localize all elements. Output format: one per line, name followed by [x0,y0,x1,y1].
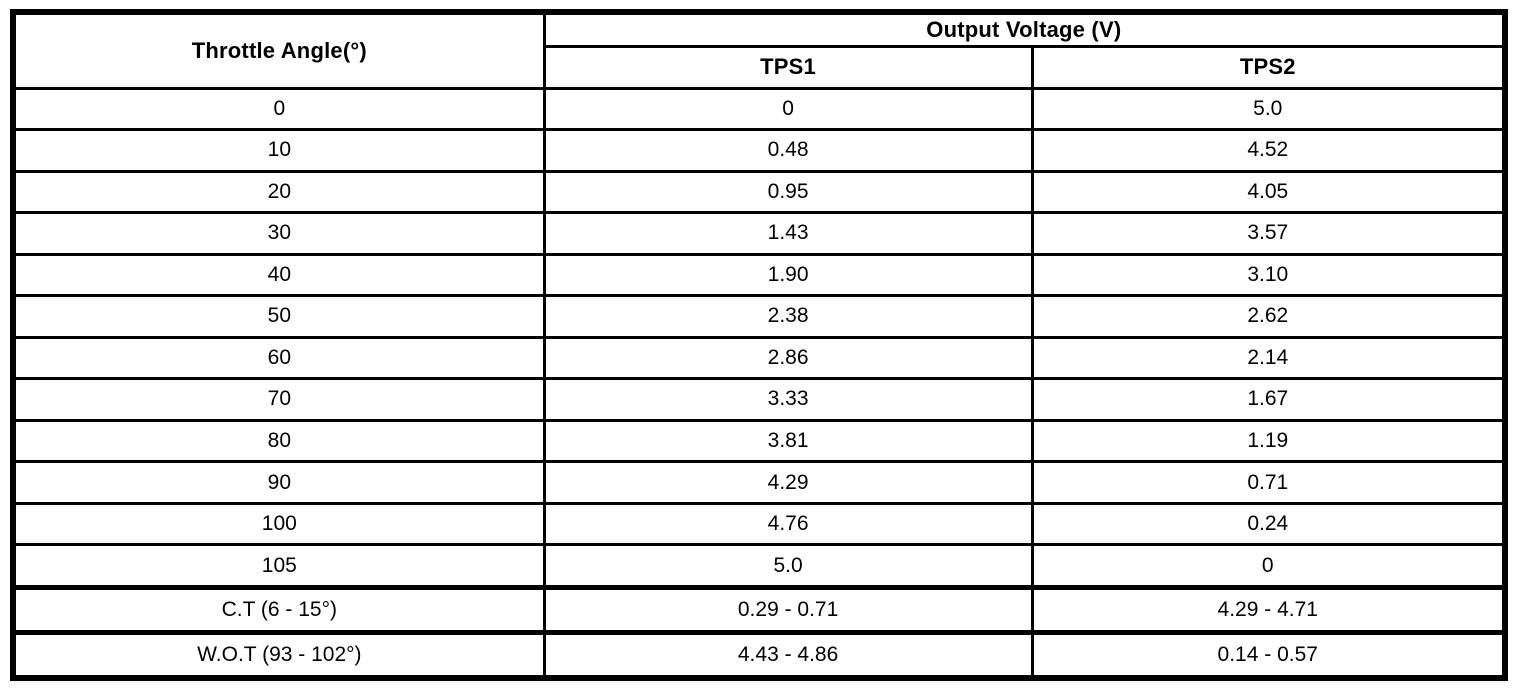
cell-throttle-angle: 70 [11,377,546,422]
cell-tps1-voltage: 0.29 - 0.71 [542,585,1034,635]
cell-throttle-angle: 0 [11,86,546,132]
cell-tps2-voltage: 5.0 [1030,86,1507,132]
table-row: 20 0.95 4.05 [11,169,1507,215]
cell-tps1-voltage: 4.29 [542,460,1034,505]
table-row: 105 5.0 0 [11,543,1507,590]
cell-tps1-voltage: 2.38 [542,294,1034,339]
cell-tps2-voltage: 3.57 [1030,211,1507,256]
cell-tps1-voltage: 4.43 - 4.86 [542,629,1034,680]
cell-throttle-angle: 30 [11,211,546,256]
cell-tps2-voltage: 4.52 [1030,128,1507,173]
cell-tps1-voltage: 4.76 [542,501,1034,547]
cell-throttle-angle: C.T (6 - 15°) [11,585,546,635]
cell-tps2-voltage: 2.62 [1030,294,1507,339]
cell-tps2-voltage: 3.10 [1030,252,1507,298]
table-row: 10 0.48 4.52 [11,128,1507,173]
cell-tps2-voltage: 2.14 [1030,335,1507,381]
table-row: C.T (6 - 15°) 0.29 - 0.71 4.29 - 4.71 [11,585,1507,635]
cell-tps1-voltage: 2.86 [542,335,1034,381]
cell-tps1-voltage: 1.90 [542,252,1034,298]
cell-tps2-voltage: 0.14 - 0.57 [1030,629,1507,680]
header-output-voltage: Output Voltage (V) [542,10,1507,48]
cell-tps1-voltage: 1.43 [542,211,1034,256]
tps-spec-table: Throttle Angle(°) Output Voltage (V) TPS… [10,9,1508,681]
cell-tps1-voltage: 0 [542,86,1034,132]
table-row: 30 1.43 3.57 [11,211,1507,256]
cell-throttle-angle: W.O.T (93 - 102°) [11,629,546,680]
cell-tps2-voltage: 4.05 [1030,169,1507,215]
table-row: 80 3.81 1.19 [11,418,1507,464]
cell-tps2-voltage: 4.29 - 4.71 [1030,585,1507,635]
cell-throttle-angle: 20 [11,169,546,215]
table-row: 70 3.33 1.67 [11,377,1507,422]
cell-tps1-voltage: 3.33 [542,377,1034,422]
cell-tps2-voltage: 0 [1030,543,1507,590]
header-tps1: TPS1 [542,44,1034,90]
cell-throttle-angle: 40 [11,252,546,298]
header-row-1: Throttle Angle(°) Output Voltage (V) [11,10,1507,90]
table-row: 40 1.90 3.10 [11,252,1507,298]
cell-tps1-voltage: 3.81 [542,418,1034,464]
cell-throttle-angle: 10 [11,128,546,173]
table-row: 60 2.86 2.14 [11,335,1507,381]
cell-throttle-angle: 90 [11,460,546,505]
header-throttle-angle: Throttle Angle(°) [11,10,546,90]
cell-throttle-angle: 60 [11,335,546,381]
table-row: 100 4.76 0.24 [11,501,1507,547]
table-row: 90 4.29 0.71 [11,460,1507,505]
cell-throttle-angle: 80 [11,418,546,464]
table-row: 50 2.38 2.62 [11,294,1507,339]
cell-tps1-voltage: 5.0 [542,543,1034,590]
table-row: W.O.T (93 - 102°) 4.43 - 4.86 0.14 - 0.5… [11,629,1507,680]
cell-tps2-voltage: 0.24 [1030,501,1507,547]
cell-throttle-angle: 105 [11,543,546,590]
cell-throttle-angle: 50 [11,294,546,339]
cell-throttle-angle: 100 [11,501,546,547]
header-row-2: TPS1 TPS2 [13,44,1507,90]
cell-tps2-voltage: 1.19 [1030,418,1507,464]
header-tps2: TPS2 [1030,44,1507,90]
table-row: 0 0 5.0 [11,86,1507,132]
table-body: 0 0 5.0 10 0.48 4.52 20 0.95 4.05 30 1.4… [11,86,1507,680]
cell-tps2-voltage: 0.71 [1030,460,1507,505]
cell-tps1-voltage: 0.48 [542,128,1034,173]
cell-tps2-voltage: 1.67 [1030,377,1507,422]
cell-tps1-voltage: 0.95 [542,169,1034,215]
table-header: Throttle Angle(°) Output Voltage (V) TPS… [11,10,1507,90]
